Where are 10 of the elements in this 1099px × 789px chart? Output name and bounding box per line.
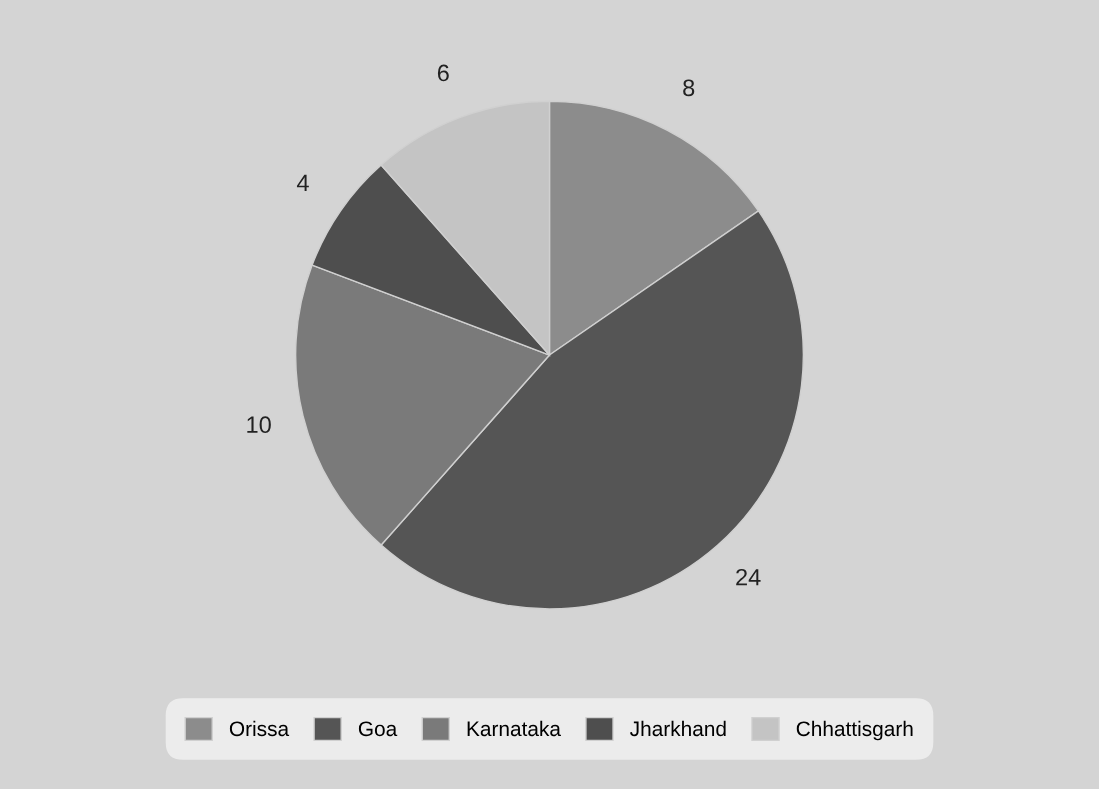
data-label: 4 [296, 174, 309, 191]
data-label: 8 [683, 79, 695, 97]
legend-label: Chhattisgarh [796, 720, 913, 741]
data-label: 10 [247, 416, 271, 434]
legend-label: Karnataka [467, 720, 561, 737]
data-label: 6 [437, 64, 449, 82]
data-label: 24 [736, 568, 761, 586]
legend-label: Jharkhand [630, 720, 726, 737]
legend-label: Goa [358, 721, 398, 737]
legend-label: Orissa [229, 720, 290, 737]
